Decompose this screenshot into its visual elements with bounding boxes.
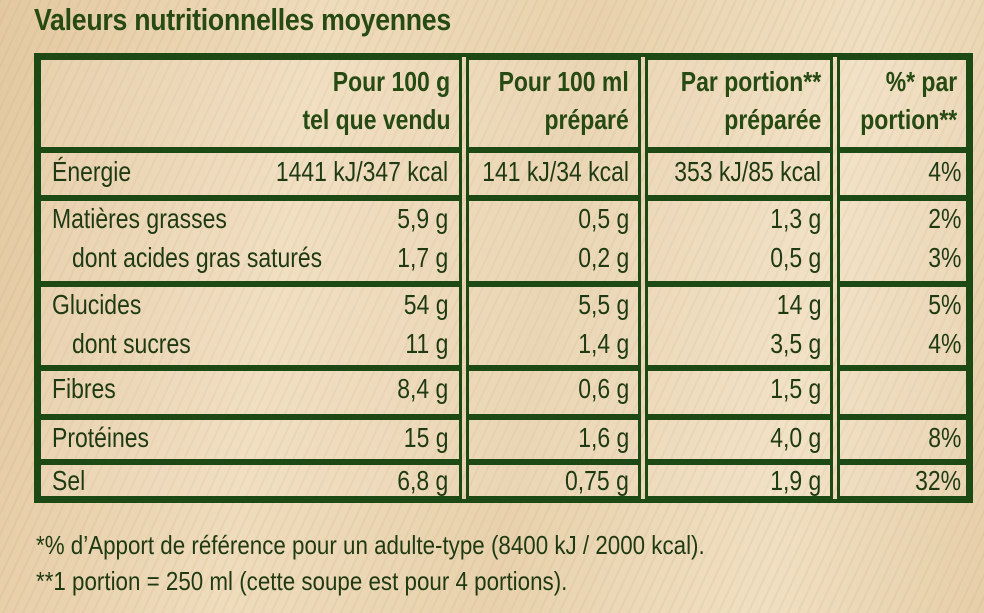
value-percent-ri: 8% (927, 422, 961, 453)
value-per-100ml: 141 kJ/34 kcal (482, 156, 629, 187)
value-per-100g: 15 g (403, 422, 448, 453)
value-per-100ml: 0,6 g (577, 373, 629, 404)
table-cell (38, 198, 462, 284)
column-header: Pour 100 ml (498, 66, 629, 97)
table-cell (466, 284, 641, 368)
page-title: Valeurs nutritionnelles moyennes (34, 2, 451, 37)
value-per-100ml: 1,6 g (577, 422, 629, 453)
table-cell (466, 417, 641, 462)
table-cell (645, 198, 833, 284)
row-label: dont acides gras saturés (72, 242, 323, 273)
table-cell (645, 368, 833, 417)
value-percent-ri: 4% (927, 156, 961, 187)
table-cell (837, 368, 969, 417)
column-header: Pour 100 g (332, 66, 450, 97)
value-per-100g: 54 g (403, 289, 448, 320)
row-label: Sel (52, 465, 86, 496)
nutrition-table (34, 53, 973, 503)
table-cell (466, 368, 641, 417)
value-per-100g: 1,7 g (396, 242, 448, 273)
column-header: %* par (885, 66, 957, 97)
table-cell (38, 368, 462, 417)
value-percent-ri: 2% (927, 203, 961, 234)
row-label: Fibres (52, 373, 116, 404)
column-header: préparé (544, 104, 629, 135)
row-label: Énergie (52, 156, 132, 187)
value-per-portion: 1,5 g (769, 373, 821, 404)
value-per-portion: 3,5 g (769, 328, 821, 359)
footnote-reference-intake: *% d’Apport de référence pour un adulte-… (36, 530, 705, 560)
table-cell (645, 284, 833, 368)
table-cell (466, 198, 641, 284)
value-per-100ml: 1,4 g (577, 328, 629, 359)
value-per-100g: 5,9 g (396, 203, 448, 234)
value-per-portion: 1,9 g (769, 465, 821, 496)
value-per-portion: 353 kJ/85 kcal (674, 156, 821, 187)
column-header: tel que vendu (302, 104, 450, 135)
value-per-portion: 1,3 g (769, 203, 821, 234)
table-cell (645, 417, 833, 462)
column-header: Par portion** (680, 66, 821, 97)
table-cell (466, 462, 641, 499)
row-label: Glucides (52, 289, 142, 320)
table-cell (38, 150, 462, 198)
table-cell (38, 284, 462, 368)
footnote-portion: **1 portion = 250 ml (cette soupe est po… (36, 566, 568, 596)
table-cell (645, 150, 833, 198)
column-header: portion** (860, 104, 957, 135)
value-per-100g: 8,4 g (396, 373, 448, 404)
table-cell (645, 462, 833, 499)
row-label: Protéines (52, 422, 150, 453)
value-per-100ml: 0,75 g (565, 465, 629, 496)
table-cell (837, 462, 969, 499)
table-cell (837, 150, 969, 198)
header-cell (645, 57, 833, 150)
table-cell (837, 198, 969, 284)
table-cell (466, 150, 641, 198)
column-header: préparée (723, 104, 821, 135)
value-per-portion: 14 g (776, 289, 821, 320)
value-per-100g: 6,8 g (396, 465, 448, 496)
value-per-100g: 11 g (405, 328, 448, 359)
value-per-portion: 0,5 g (769, 242, 821, 273)
value-percent-ri: 3% (927, 242, 961, 273)
value-per-100ml: 5,5 g (577, 289, 629, 320)
table-cell (38, 462, 462, 499)
value-per-100ml: 0,5 g (577, 203, 629, 234)
header-cell (466, 57, 641, 150)
table-cell (38, 417, 462, 462)
value-percent-ri: 32% (915, 465, 961, 496)
value-percent-ri: 4% (927, 328, 961, 359)
row-label: Matières grasses (52, 203, 227, 234)
value-per-100g: 1441 kJ/347 kcal (275, 156, 448, 187)
value-per-100ml: 0,2 g (577, 242, 629, 273)
header-cell (837, 57, 969, 150)
row-label: dont sucres (72, 328, 191, 359)
value-percent-ri: 5% (927, 289, 961, 320)
value-per-portion: 4,0 g (769, 422, 821, 453)
header-cell (38, 57, 462, 150)
table-cell (837, 417, 969, 462)
table-cell (837, 284, 969, 368)
